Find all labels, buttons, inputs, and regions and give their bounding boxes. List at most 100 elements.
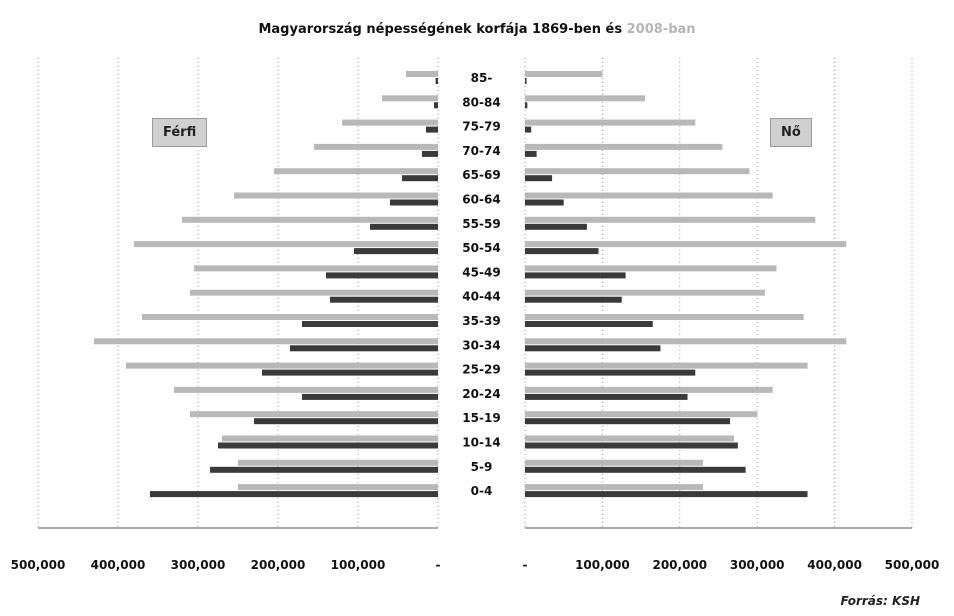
bar-male-1869 [142,314,438,320]
bar-male-2008 [302,393,438,400]
bar-female-2008 [525,418,731,425]
x-tick-label: 200,000 [652,558,707,572]
bar-male-1869 [190,411,438,418]
bar-female-2008 [525,491,808,498]
age-group-label: 80-84 [462,95,500,109]
bar-female-2008 [525,369,696,376]
age-group-label: 45-49 [462,265,500,279]
bar-female-2008 [525,466,746,473]
bar-female-1869 [525,265,777,272]
bar-male-2008 [390,199,438,206]
bar-male-2008 [302,321,438,327]
bar-female-2008 [525,345,661,352]
x-tick-label: 100,000 [331,558,386,572]
bar-male-1869 [382,95,438,102]
x-tick-label: 200,000 [251,558,306,572]
bar-male-2008 [370,223,438,230]
bar-male-1869 [238,459,438,466]
x-tick-label: 400,000 [91,558,146,572]
age-group-label: 5-9 [471,460,493,474]
bar-female-1869 [525,289,765,296]
age-group-label: 85- [471,71,493,85]
chart-title-main: Magyarország népességének korfája 1869-b… [258,22,623,37]
chart-title-year2: 2008-ban [626,22,696,37]
bar-female-1869 [525,338,847,345]
age-group-label: 50-54 [462,241,500,255]
bar-male-1869 [174,386,438,393]
bar-male-2008 [422,150,438,157]
bar-female-1869 [525,119,696,126]
bar-female-1869 [525,216,816,223]
age-group-label: 15-19 [462,411,500,425]
population-pyramid-chart: 0-4 5-9 10-14 15-19 20-24 25-29 30-34 35-39 40-4… [11,58,940,572]
bar-male-1869 [126,362,438,369]
bar-female-2008 [525,223,587,230]
bar-female-1869 [525,411,758,418]
x-tick-label: - [523,558,528,572]
age-group-label: 75-79 [462,120,500,134]
age-group-label: 55-59 [462,217,500,231]
bar-male-1869 [222,435,438,442]
bar-male-2008 [254,418,438,425]
bar-male-2008 [426,126,438,133]
x-tick-label: 300,000 [730,558,785,572]
bar-female-2008 [525,150,537,157]
male-legend-label: Férfi [152,118,208,147]
bar-male-1869 [94,338,438,345]
age-group-label: 20-24 [462,387,500,401]
bar-male-2008 [326,272,438,279]
bar-female-2008 [525,175,553,182]
x-tick-label: 500,000 [11,558,66,572]
bar-male-2008 [290,345,438,352]
bar-female-1869 [525,168,750,175]
bar-female-1869 [525,95,645,102]
bar-male-2008 [354,248,438,255]
bar-male-1869 [234,192,438,199]
bar-female-2008 [525,199,564,206]
bar-female-2008 [525,321,653,327]
bar-female-1869 [525,314,804,320]
bar-female-2008 [525,296,622,303]
bar-male-1869 [314,143,438,150]
bar-female-2008 [525,78,527,84]
bar-female-1869 [525,192,773,199]
bar-male-2008 [218,442,438,449]
bar-female-1869 [525,241,847,248]
bar-male-1869 [406,71,438,77]
bar-female-1869 [525,435,734,442]
x-tick-label: - [436,558,441,572]
bar-male-2008 [262,369,438,376]
bar-male-1869 [134,241,438,248]
bar-male-1869 [182,216,438,223]
x-tick-label: 400,000 [807,558,862,572]
bar-female-1869 [525,459,704,466]
bar-male-2008 [435,78,438,84]
bar-female-1869 [525,362,808,369]
source-note: Forrás: KSH [840,594,920,608]
age-group-label: 25-29 [462,363,500,377]
age-group-label: 40-44 [462,290,500,304]
bar-female-1869 [525,143,723,150]
age-group-label: 10-14 [462,436,500,450]
female-legend-label: Nő [770,118,812,147]
bar-male-1869 [238,484,438,491]
bar-male-2008 [434,102,438,109]
age-group-label: 60-64 [462,193,500,207]
bar-male-1869 [190,289,438,296]
bar-male-1869 [194,265,438,272]
x-tick-label: 100,000 [575,558,630,572]
bar-male-2008 [150,491,438,498]
age-group-label: 0-4 [471,484,493,498]
age-group-label: 70-74 [462,144,500,158]
bar-female-2008 [525,442,738,449]
bar-male-2008 [330,296,438,303]
bar-female-1869 [525,386,773,393]
age-group-label: 35-39 [462,314,500,328]
age-group-label: 65-69 [462,168,500,182]
bar-male-1869 [342,119,438,126]
bar-female-2008 [525,102,528,109]
bar-female-1869 [525,71,603,77]
x-tick-label: 500,000 [885,558,940,572]
bar-male-1869 [274,168,438,175]
bar-female-2008 [525,393,688,400]
